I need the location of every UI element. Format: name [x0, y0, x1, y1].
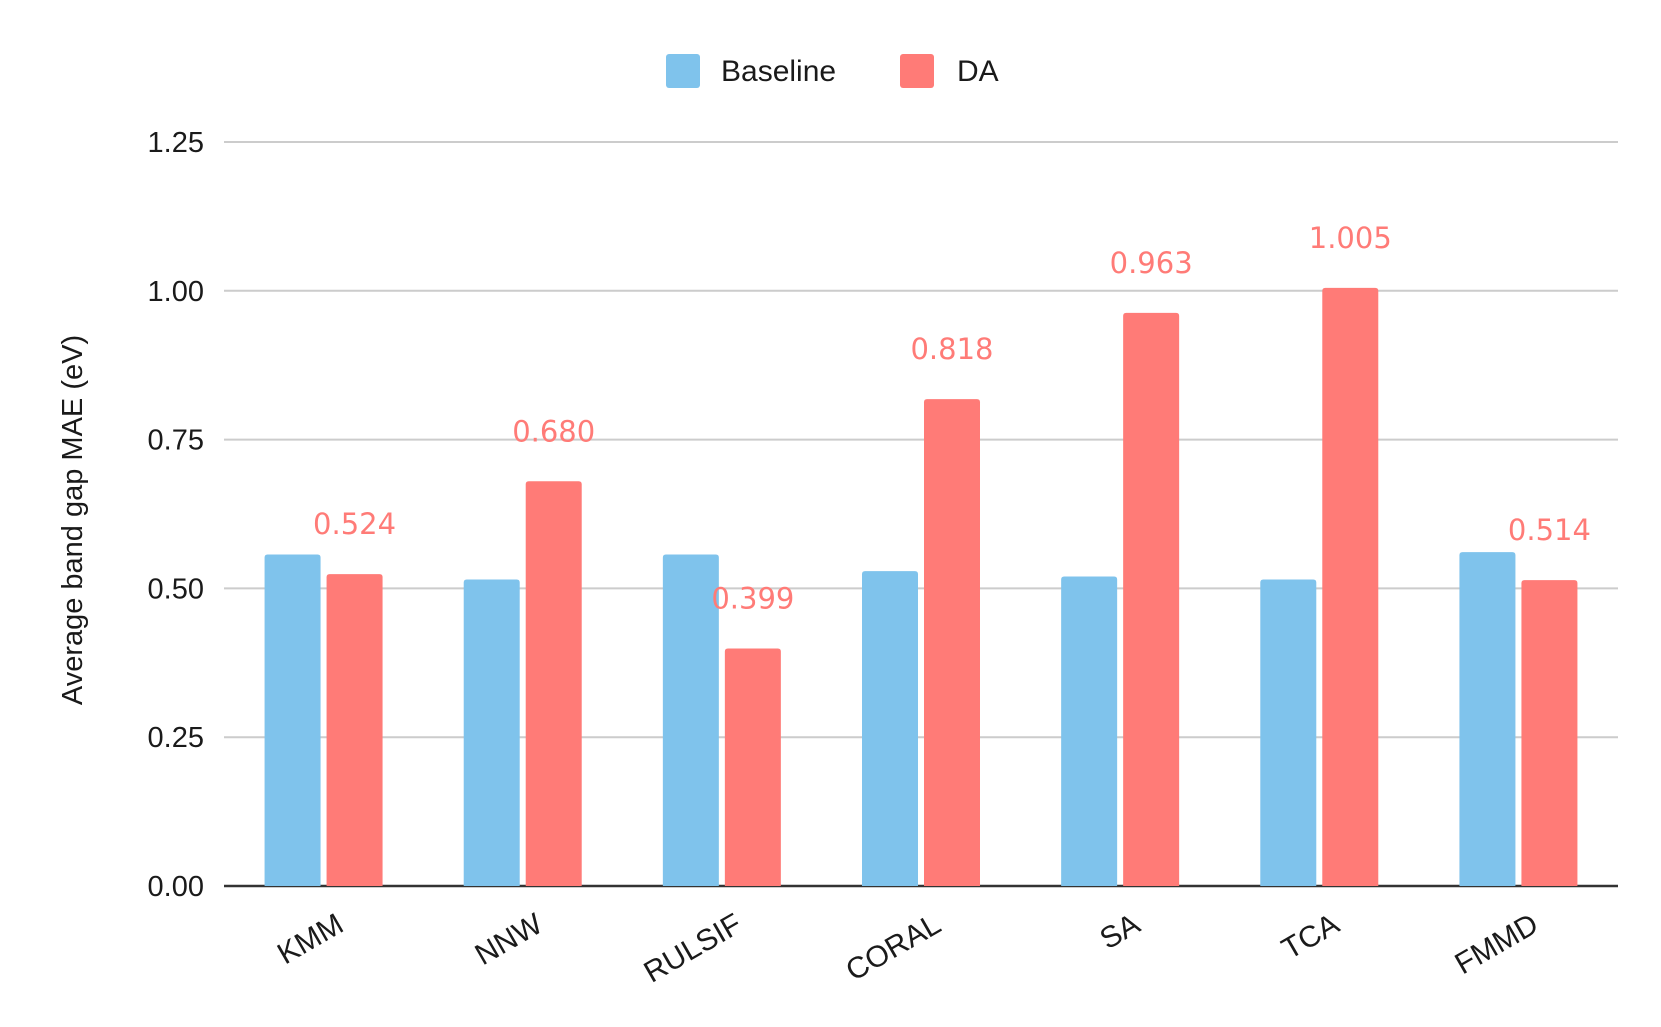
data-label-sa: 0.963: [1110, 246, 1193, 280]
bar-baseline-tca: [1260, 579, 1317, 886]
x-category-label-kmm: KMM: [272, 907, 349, 971]
y-tick-label: 0.25: [148, 722, 204, 754]
bar-da-kmm: [326, 574, 383, 886]
data-label-tca: 1.005: [1309, 221, 1392, 255]
y-axis-ticks: 0.00 0.25 0.50 0.75 1.00 1.25: [148, 127, 204, 903]
legend-label-baseline: Baseline: [721, 55, 836, 88]
legend-swatch-da: [900, 54, 934, 88]
legend-label-da: DA: [957, 55, 999, 88]
bar-baseline-kmm: [264, 554, 321, 886]
y-tick-label: 0.75: [148, 425, 204, 457]
bar-baseline-fmmd: [1459, 552, 1516, 886]
data-label-nnw: 0.680: [512, 414, 595, 448]
legend-swatch-baseline: [666, 54, 700, 88]
y-tick-label: 0.50: [148, 573, 204, 605]
x-category-label-fmmd: FMMD: [1449, 907, 1543, 981]
y-tick-label: 1.25: [148, 127, 204, 159]
gridlines: [224, 141, 1618, 888]
bar-da-coral: [924, 399, 980, 886]
x-category-label-coral: CORAL: [840, 907, 946, 987]
bar-baseline-nnw: [463, 579, 520, 886]
bar-da-nnw: [525, 481, 582, 886]
x-category-label-rulsif: RULSIF: [638, 907, 747, 989]
legend: Baseline DA: [666, 54, 999, 88]
x-category-label-nnw: NNW: [470, 907, 549, 972]
data-label-rulsif: 0.399: [711, 582, 794, 616]
data-labels: 0.524 0.680 0.399 0.818 0.963 1.005 0.514: [313, 221, 1591, 616]
bar-baseline-coral: [862, 571, 918, 886]
x-category-label-sa: SA: [1094, 907, 1145, 956]
x-axis-categories: KMM NNW RULSIF CORAL SA TCA FMMD: [272, 907, 1544, 989]
y-axis-title: Average band gap MAE (eV): [57, 335, 89, 705]
bar-da-rulsif: [724, 648, 781, 886]
bars: [264, 287, 1578, 887]
x-category-label-tca: TCA: [1276, 907, 1344, 966]
bar-da-tca: [1322, 287, 1379, 887]
bar-baseline-rulsif: [662, 554, 719, 886]
data-label-kmm: 0.524: [313, 507, 396, 541]
bar-da-fmmd: [1521, 580, 1578, 886]
y-tick-label: 1.00: [148, 276, 204, 308]
data-label-coral: 0.818: [910, 332, 993, 366]
y-tick-label: 0.00: [148, 871, 204, 903]
bar-baseline-sa: [1061, 576, 1118, 886]
data-label-fmmd: 0.514: [1508, 513, 1591, 547]
bar-da-sa: [1123, 312, 1180, 886]
